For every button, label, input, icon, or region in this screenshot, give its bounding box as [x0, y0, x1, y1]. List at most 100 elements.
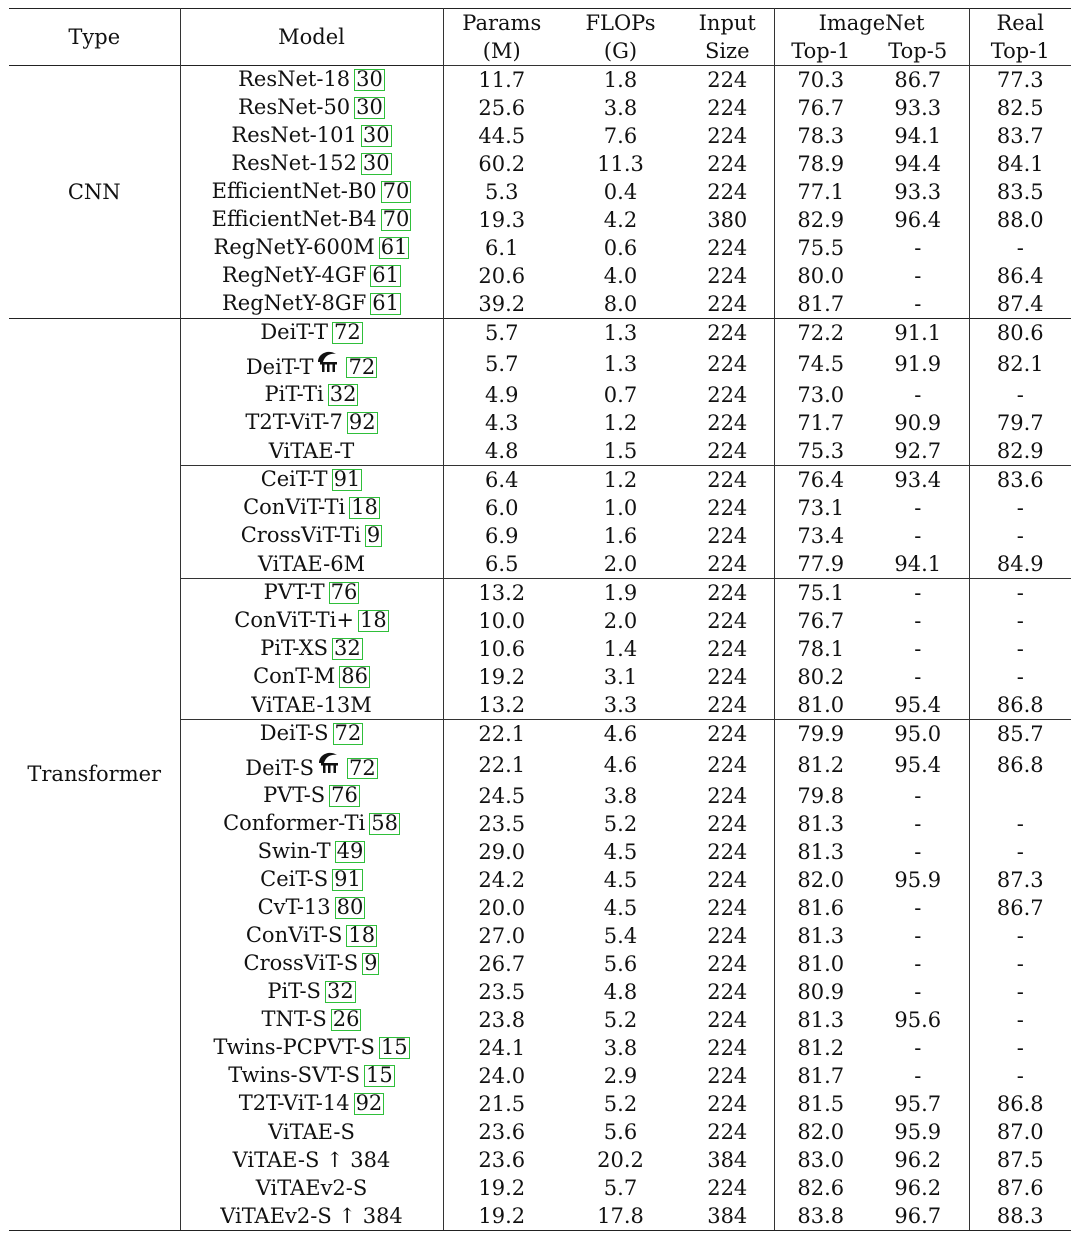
distillation-icon — [314, 350, 342, 376]
model-name: PiT-S — [267, 979, 321, 1004]
top1-cell: 81.5 — [797, 1091, 845, 1116]
citation-link[interactable]: 70 — [380, 179, 412, 204]
model-cell: EfficientNet-B0 70 — [180, 178, 444, 206]
citation-link[interactable]: 72 — [346, 354, 378, 379]
citation-link[interactable]: 76 — [328, 580, 360, 605]
model-cell: ResNet-50 30 — [180, 94, 444, 122]
top5-cell: 94.1 — [867, 122, 970, 150]
citation-link[interactable]: 30 — [360, 151, 392, 176]
input-cell: 224 — [681, 1062, 775, 1090]
citation-link[interactable]: 58 — [369, 811, 400, 836]
model-name: ViTAEv2-S ↑ 384 — [220, 1203, 403, 1228]
top1-cell: 81.3 — [797, 1007, 845, 1032]
flops-cell: 1.8 — [560, 65, 681, 94]
real-cell: 80.6 — [969, 318, 1071, 347]
citation-link[interactable]: 72 — [331, 320, 363, 345]
top1-cell: 76.7 — [797, 95, 845, 120]
input-cell: 224 — [681, 262, 775, 290]
top5-cell: - — [867, 381, 970, 409]
flops-cell: 1.2 — [560, 465, 681, 494]
header-imagenet: ImageNet — [774, 8, 970, 37]
top1-cell: 76.7 — [797, 608, 845, 633]
real-cell: 87.4 — [996, 291, 1044, 316]
input-cell: 224 — [681, 494, 775, 522]
citation-link[interactable]: 32 — [327, 382, 359, 407]
header-flops-unit: (G) — [560, 37, 681, 66]
model-cell: CeiT-T 91 — [180, 465, 444, 494]
params-cell: 10.0 — [478, 608, 526, 633]
citation-link[interactable]: 32 — [324, 979, 356, 1004]
citation-link[interactable]: 80 — [334, 895, 366, 920]
top1-cell: 79.9 — [774, 719, 867, 748]
params-cell: 29.0 — [478, 839, 526, 864]
table-header: Type Model Params FLOPs Input ImageNet R… — [9, 8, 1071, 66]
model-name: DeiT-S — [245, 755, 315, 780]
citation-link[interactable]: 18 — [346, 923, 378, 948]
params-cell: 24.2 — [478, 867, 526, 892]
header-top1: Top-1 — [774, 37, 867, 66]
top5-cell: - — [867, 234, 970, 262]
top5-cell: - — [867, 978, 970, 1006]
citation-link[interactable]: 76 — [329, 783, 360, 808]
top1-cell: 81.7 — [797, 291, 845, 316]
params-cell: 13.2 — [478, 692, 526, 717]
header-flops: FLOPs — [560, 8, 681, 37]
citation-link[interactable]: 9 — [362, 951, 380, 976]
model-name: Swin-T — [257, 839, 331, 864]
top5-cell: - — [867, 663, 970, 691]
params-cell: 4.8 — [485, 438, 519, 463]
citation-link[interactable]: 91 — [331, 467, 363, 492]
model-cell: CrossViT-S 9 — [180, 950, 444, 978]
params-cell: 24.5 — [478, 783, 526, 808]
params-cell: 4.3 — [485, 410, 519, 435]
citation-link[interactable]: 61 — [370, 263, 402, 288]
params-cell: 19.3 — [478, 207, 526, 232]
citation-link[interactable]: 92 — [353, 1091, 385, 1116]
citation-link[interactable]: 18 — [357, 608, 389, 633]
model-name: PVT-T — [263, 580, 325, 605]
citation-link[interactable]: 61 — [378, 235, 410, 260]
model-cell: DeiT-S 72 — [180, 719, 444, 748]
citation-link[interactable]: 91 — [332, 867, 363, 892]
type-cell: Transformer — [9, 318, 181, 1231]
real-cell: 87.3 — [996, 867, 1044, 892]
params-cell: 6.0 — [485, 495, 519, 520]
citation-link[interactable]: 70 — [380, 207, 412, 232]
citation-link[interactable]: 30 — [360, 123, 392, 148]
citation-link[interactable]: 9 — [364, 523, 383, 548]
citation-link[interactable]: 49 — [334, 839, 366, 864]
top5-cell: 93.4 — [867, 465, 970, 494]
model-name: DeiT-T — [245, 354, 314, 379]
citation-link[interactable]: 32 — [332, 636, 363, 661]
params-cell: 23.5 — [478, 811, 526, 836]
citation-link[interactable]: 30 — [354, 67, 385, 92]
model-name: EfficientNet-B0 — [211, 179, 377, 204]
citation-link[interactable]: 15 — [363, 1063, 395, 1088]
top1-cell: 81.6 — [797, 895, 845, 920]
top1-cell: 82.0 — [797, 867, 845, 892]
top1-cell: 75.5 — [797, 235, 845, 260]
citation-link[interactable]: 86 — [339, 664, 370, 689]
flops-cell: 0.7 — [603, 382, 638, 407]
top1-cell: 72.2 — [774, 318, 867, 347]
table-row: DeiT-S 72 22.1 4.6 224 81.2 95.4 86.8 — [9, 748, 1071, 782]
model-cell: TNT-S 26 — [180, 1006, 444, 1034]
table-row: DeiT-T 72 5.7 1.3 224 74.5 91.9 82.1 — [9, 347, 1071, 381]
citation-link[interactable]: 72 — [332, 721, 364, 746]
citation-link[interactable]: 72 — [347, 755, 378, 780]
params-cell: 5.7 — [485, 351, 519, 376]
flops-cell: 5.2 — [603, 811, 638, 836]
citation-link[interactable]: 18 — [349, 495, 380, 520]
citation-link[interactable]: 92 — [346, 410, 378, 435]
table-row: T2T-ViT-7 92 4.3 1.2 224 71.7 90.9 79.7 — [9, 409, 1071, 437]
citation-link[interactable]: 61 — [370, 291, 402, 316]
top1-cell: 75.1 — [774, 578, 867, 607]
input-cell: 224 — [681, 1174, 775, 1202]
citation-link[interactable]: 26 — [330, 1007, 362, 1032]
input-cell: 224 — [681, 1006, 775, 1034]
citation-link[interactable]: 30 — [354, 95, 385, 120]
citation-link[interactable]: 15 — [378, 1035, 410, 1060]
real-cell: - — [1016, 923, 1024, 948]
table-row: ViTAE-S 23.6 5.6 224 82.0 95.9 87.0 — [9, 1118, 1071, 1146]
